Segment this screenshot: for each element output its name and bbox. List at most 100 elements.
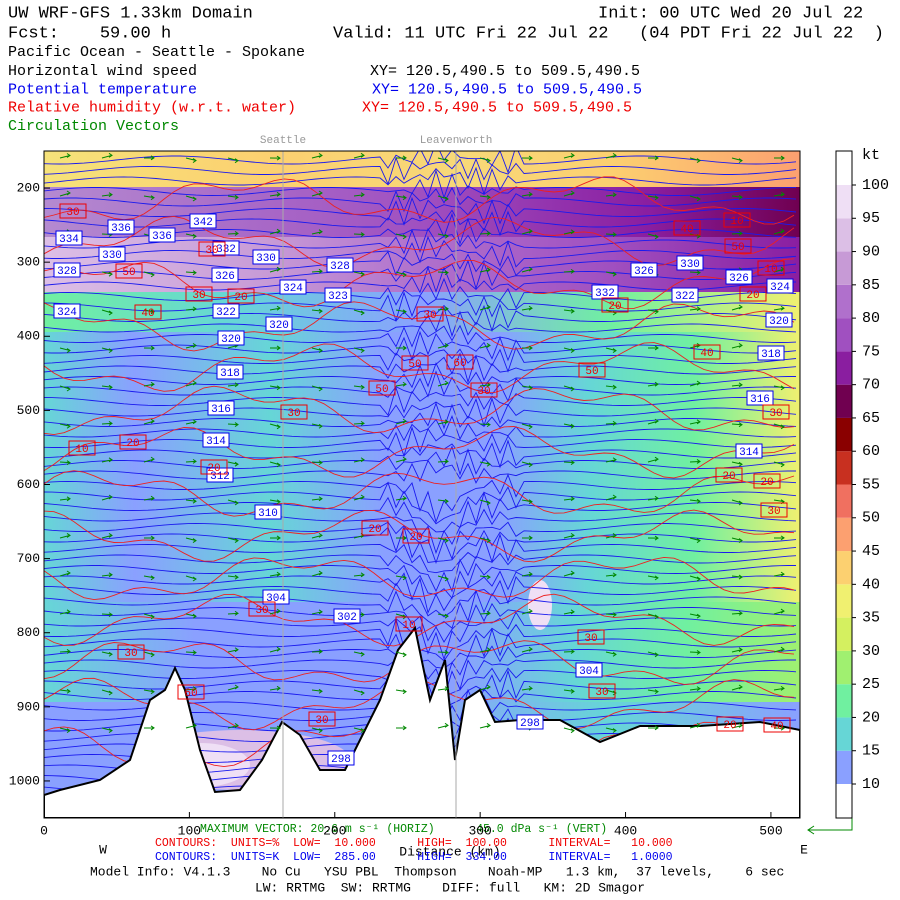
vector (185, 498, 197, 504)
vector (395, 535, 407, 541)
vector (311, 153, 323, 159)
theta-box (211, 267, 239, 283)
vector (647, 651, 659, 658)
vector (437, 270, 449, 276)
colorbar-band (836, 517, 852, 552)
y-tick-label: 800 (17, 625, 40, 640)
theta-label: 320 (221, 334, 241, 346)
vector (269, 345, 281, 351)
theta-box (262, 589, 290, 605)
theta-box (333, 608, 361, 624)
vector (479, 267, 491, 273)
vector (269, 423, 281, 430)
colorbar-tick-label: 15 (862, 743, 880, 760)
theta-box (252, 249, 280, 265)
vector (101, 384, 113, 390)
vector (227, 723, 239, 729)
colorbar: kt 10 15 20 25 30 35 40 45 50 55 60 65 70 75 80 85 90 95 10… (835, 147, 889, 819)
vector (605, 347, 617, 354)
vector (563, 423, 575, 429)
theta-box (53, 262, 81, 278)
theta-contour (44, 196, 797, 226)
vector (689, 459, 701, 464)
theta-box (757, 345, 785, 361)
theta-label: 342 (193, 217, 213, 229)
theta-contour (44, 445, 797, 476)
vector (689, 498, 701, 504)
max-vector: MAXIMUM VECTOR: 20.6 m s⁻¹ (HORIZ) 45.0 … (200, 823, 607, 836)
contour-labels: 334 336 336 342 332 330 330 328 326 328 324 323 324 3… (53, 203, 794, 766)
layer-xy: XY= 120.5,490.5 to 509.5,490.5 (372, 81, 642, 98)
vector (395, 418, 407, 425)
vector (185, 537, 197, 544)
theta-box (98, 246, 126, 262)
vector (101, 494, 113, 501)
vector (353, 347, 365, 354)
vector (479, 231, 491, 236)
vector (227, 647, 239, 653)
vector (311, 268, 323, 274)
vector (269, 461, 281, 468)
vector (353, 651, 365, 657)
theta-label: 323 (328, 291, 348, 303)
theta-box (212, 303, 240, 319)
vector (101, 457, 113, 463)
vector (59, 609, 71, 615)
vector (479, 537, 491, 543)
theta-box (202, 432, 230, 448)
theta-contour-info: CONTOURS: UNITS=K LOW= 285.00 HIGH= 334.… (155, 851, 673, 864)
vector (185, 419, 197, 425)
theta-box (765, 312, 793, 328)
theta-label: 322 (675, 291, 695, 303)
vector (269, 155, 281, 161)
vector (563, 688, 575, 694)
vector (311, 496, 323, 502)
rh-box (280, 404, 308, 420)
vector (311, 385, 323, 392)
theta-contour (44, 156, 797, 186)
y-tick-label: 200 (17, 180, 40, 195)
vector (101, 347, 113, 354)
theta-box (516, 714, 544, 730)
vector (689, 195, 701, 202)
vector (437, 342, 449, 349)
vector (395, 381, 407, 387)
terrain (44, 625, 800, 818)
vector (647, 195, 659, 201)
vector (563, 190, 575, 197)
theta-label: 320 (269, 320, 289, 332)
rh-label: 30 (255, 605, 268, 617)
vector (185, 343, 197, 349)
vector (311, 190, 323, 197)
theta-box (217, 330, 245, 346)
vector (353, 420, 365, 426)
theta-box (575, 662, 603, 678)
vector (521, 155, 533, 161)
model-info: Model Info: V4.1.3 No Cu YSU PBL Thompso… (90, 864, 784, 879)
theta-label: 334 (59, 234, 79, 246)
rh-box (198, 241, 226, 257)
vector (773, 685, 785, 691)
vector (311, 229, 323, 235)
vector (521, 571, 533, 577)
theta-label: 330 (680, 259, 700, 271)
theta-label: 314 (739, 447, 759, 459)
vector (185, 233, 197, 239)
rh-label: 30 (423, 310, 436, 322)
rh-box (248, 601, 276, 617)
footer: MAXIMUM VECTOR: 20.6 m s⁻¹ (HORIZ) 45.0 … (90, 823, 784, 895)
theta-label: 298 (331, 754, 351, 766)
theta-label: 326 (729, 273, 749, 285)
colorbar-tick-label: 25 (862, 676, 880, 693)
layer-name: Circulation Vectors (8, 118, 179, 135)
layer-xy: XY= 120.5,490.5 to 509.5,490.5 (362, 100, 632, 117)
rh-box (117, 644, 145, 660)
vector (479, 723, 491, 729)
colorbar-unit: kt (862, 147, 880, 164)
vector (395, 495, 407, 501)
vector (773, 385, 785, 391)
rh-label: 40 (141, 308, 154, 320)
theta-contour (44, 473, 797, 524)
circulation-vectors (59, 152, 785, 734)
vector (521, 228, 533, 235)
